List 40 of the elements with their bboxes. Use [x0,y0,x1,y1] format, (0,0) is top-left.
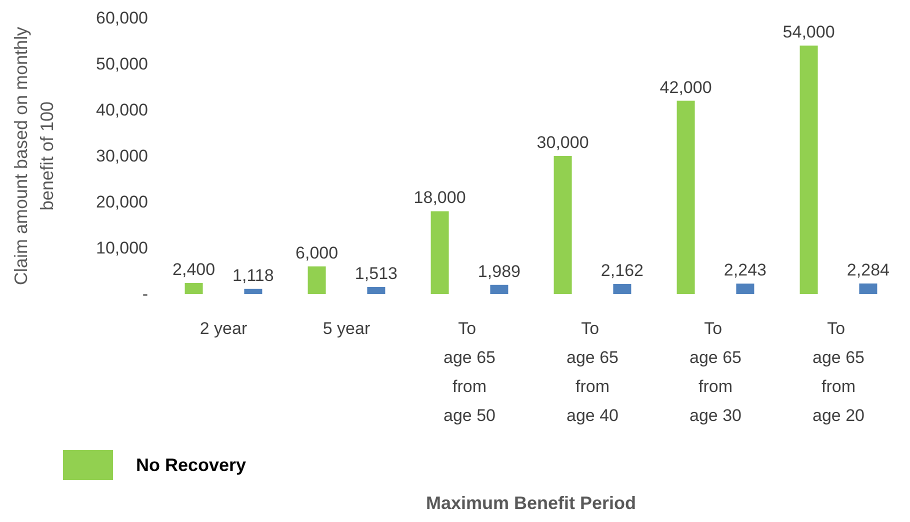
data-label: 6,000 [296,243,338,262]
y-tick-label: 10,000 [96,238,148,258]
bar [736,284,754,294]
y-axis-title: Claim amount based on monthly benefit of 100 [11,26,57,286]
data-label: 42,000 [660,78,712,97]
y-tick-label: 60,000 [96,8,148,28]
bar [430,211,449,294]
x-tick-label: To age 65 from age 40 [566,319,618,425]
bar [490,284,508,294]
data-label: 2,400 [172,260,216,279]
y-tick-label: 30,000 [96,146,148,166]
x-axis-title: Maximum Benefit Period [426,493,636,513]
x-tick-label: To age 65 from age 50 [444,319,496,425]
bar [554,156,572,294]
legend-label: No Recovery [136,455,246,475]
data-label: 18,000 [414,188,466,208]
x-tick-label: To age 65 from age 30 [690,319,742,425]
y-tick-label: 20,000 [96,192,148,212]
y-tick-label: 40,000 [96,100,148,120]
x-tick-label: 5 year [322,319,370,338]
data-label: 1,513 [354,264,398,284]
data-label: 1,118 [232,266,274,285]
bar [859,283,878,294]
bar [367,287,386,294]
data-label: 1,989 [478,262,520,281]
y-tick-label: 50,000 [96,54,148,74]
bar [308,266,326,294]
data-label: 2,243 [724,260,766,280]
data-label: 2,284 [846,260,890,280]
x-tick-label: 2 year [200,319,248,338]
bar [676,100,695,294]
bar [613,284,632,294]
bar [800,46,818,294]
bar [244,288,262,294]
data-label: 30,000 [536,133,589,152]
data-label: 54,000 [782,22,835,42]
bar [184,282,203,294]
data-label: 2,162 [600,261,644,280]
x-tick-label: To age 65 from age 20 [812,319,864,425]
y-tick-label: - [142,284,148,304]
